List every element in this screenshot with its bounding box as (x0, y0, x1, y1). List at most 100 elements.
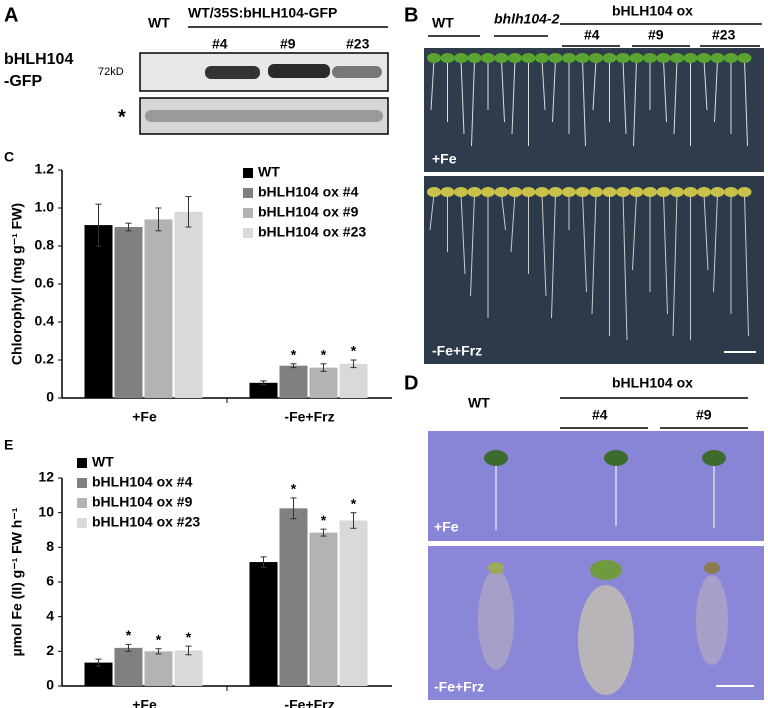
leaf (481, 187, 495, 197)
root (501, 59, 505, 123)
lane-label: #9 (280, 36, 296, 52)
bar (144, 651, 173, 686)
leaf (521, 53, 536, 63)
legend-swatch (77, 518, 87, 528)
line-label: #9 (648, 27, 664, 43)
blot-band (145, 110, 383, 122)
blot-band (332, 66, 382, 78)
bar (249, 382, 278, 398)
bar (114, 227, 143, 398)
genotype-label: bhlh104-2 (494, 11, 560, 27)
legend-label: WT (92, 454, 114, 470)
root (552, 59, 556, 123)
y-tick-label: 0.2 (35, 351, 55, 367)
bar (339, 363, 368, 398)
genotype-label: WT (432, 15, 454, 31)
leaf (454, 53, 468, 63)
leaf (548, 187, 563, 197)
significance-star: * (291, 481, 297, 497)
legend-swatch (243, 208, 253, 218)
significance-star: * (321, 512, 327, 528)
root (541, 59, 546, 111)
legend-label: bHLH104 ox #9 (92, 494, 193, 510)
leaf (562, 187, 576, 197)
y-tick-label: 2 (46, 642, 54, 658)
leaf (589, 187, 603, 197)
leaf (467, 53, 482, 63)
leaf (656, 53, 671, 63)
line-label: #23 (712, 27, 736, 43)
seedlings (427, 53, 752, 341)
significance-star: * (291, 347, 297, 363)
legend-swatch (77, 458, 87, 468)
root (744, 193, 749, 337)
bar (279, 508, 308, 686)
leaf (481, 53, 495, 63)
y-tick-label: 10 (38, 503, 54, 519)
condition-label: -Fe+Frz (434, 679, 484, 695)
leaf (697, 53, 711, 63)
leaf (602, 53, 617, 63)
root (672, 193, 678, 337)
lane-label: #4 (212, 36, 228, 52)
bar (84, 662, 113, 686)
leaf (602, 187, 617, 197)
bar (174, 650, 203, 686)
root (470, 193, 475, 297)
root (714, 59, 718, 123)
root (582, 59, 586, 147)
root (582, 193, 587, 293)
leaf (737, 53, 752, 63)
blot-band (205, 66, 260, 79)
leaf (427, 53, 441, 63)
root (511, 59, 516, 135)
root (471, 59, 475, 147)
root (460, 59, 465, 135)
leaf (575, 187, 590, 197)
photo (424, 176, 764, 364)
y-tick-label: 0.4 (35, 313, 55, 329)
leaf (737, 187, 752, 197)
panel-label: B (404, 4, 418, 26)
leaf (629, 187, 644, 197)
legend-label: bHLH104 ox #9 (258, 204, 359, 220)
legend-swatch (77, 498, 87, 508)
y-tick-label: 4 (46, 607, 54, 623)
root (501, 193, 506, 231)
leaf (683, 187, 698, 197)
leaf (427, 187, 441, 197)
marker-label: 72kD (98, 66, 124, 78)
y-tick-label: 0.6 (35, 275, 55, 291)
y-tick-label: 12 (38, 469, 54, 485)
leaf (616, 53, 630, 63)
root (663, 59, 667, 123)
root (663, 193, 668, 315)
leaf (575, 53, 590, 63)
plants (478, 450, 728, 695)
legend-swatch (77, 478, 87, 488)
y-axis-label: Chlorophyll (mg g⁻¹ FW) (9, 203, 25, 365)
significance-star: * (186, 629, 192, 645)
x-tick-label: -Fe+Frz (284, 409, 334, 425)
leaf (562, 53, 576, 63)
condition-label: +Fe (432, 151, 457, 167)
significance-star: * (156, 631, 162, 647)
legend-swatch (243, 188, 253, 198)
root (703, 193, 709, 271)
bar (309, 367, 338, 398)
leaf (467, 187, 482, 197)
root (622, 59, 627, 135)
bar (339, 520, 368, 686)
y-tick-label: 0.8 (35, 237, 55, 253)
leaf (589, 53, 603, 63)
construct-label: WT/35S:bHLH104-GFP (188, 5, 337, 21)
panel-label: D (404, 372, 418, 394)
y-tick-label: 0 (46, 389, 54, 405)
legend-swatch (243, 168, 253, 178)
root (744, 59, 748, 147)
photo (424, 48, 764, 172)
root (430, 59, 435, 111)
legend-label: bHLH104 ox #4 (92, 474, 193, 490)
condition-label: -Fe+Frz (432, 343, 482, 359)
